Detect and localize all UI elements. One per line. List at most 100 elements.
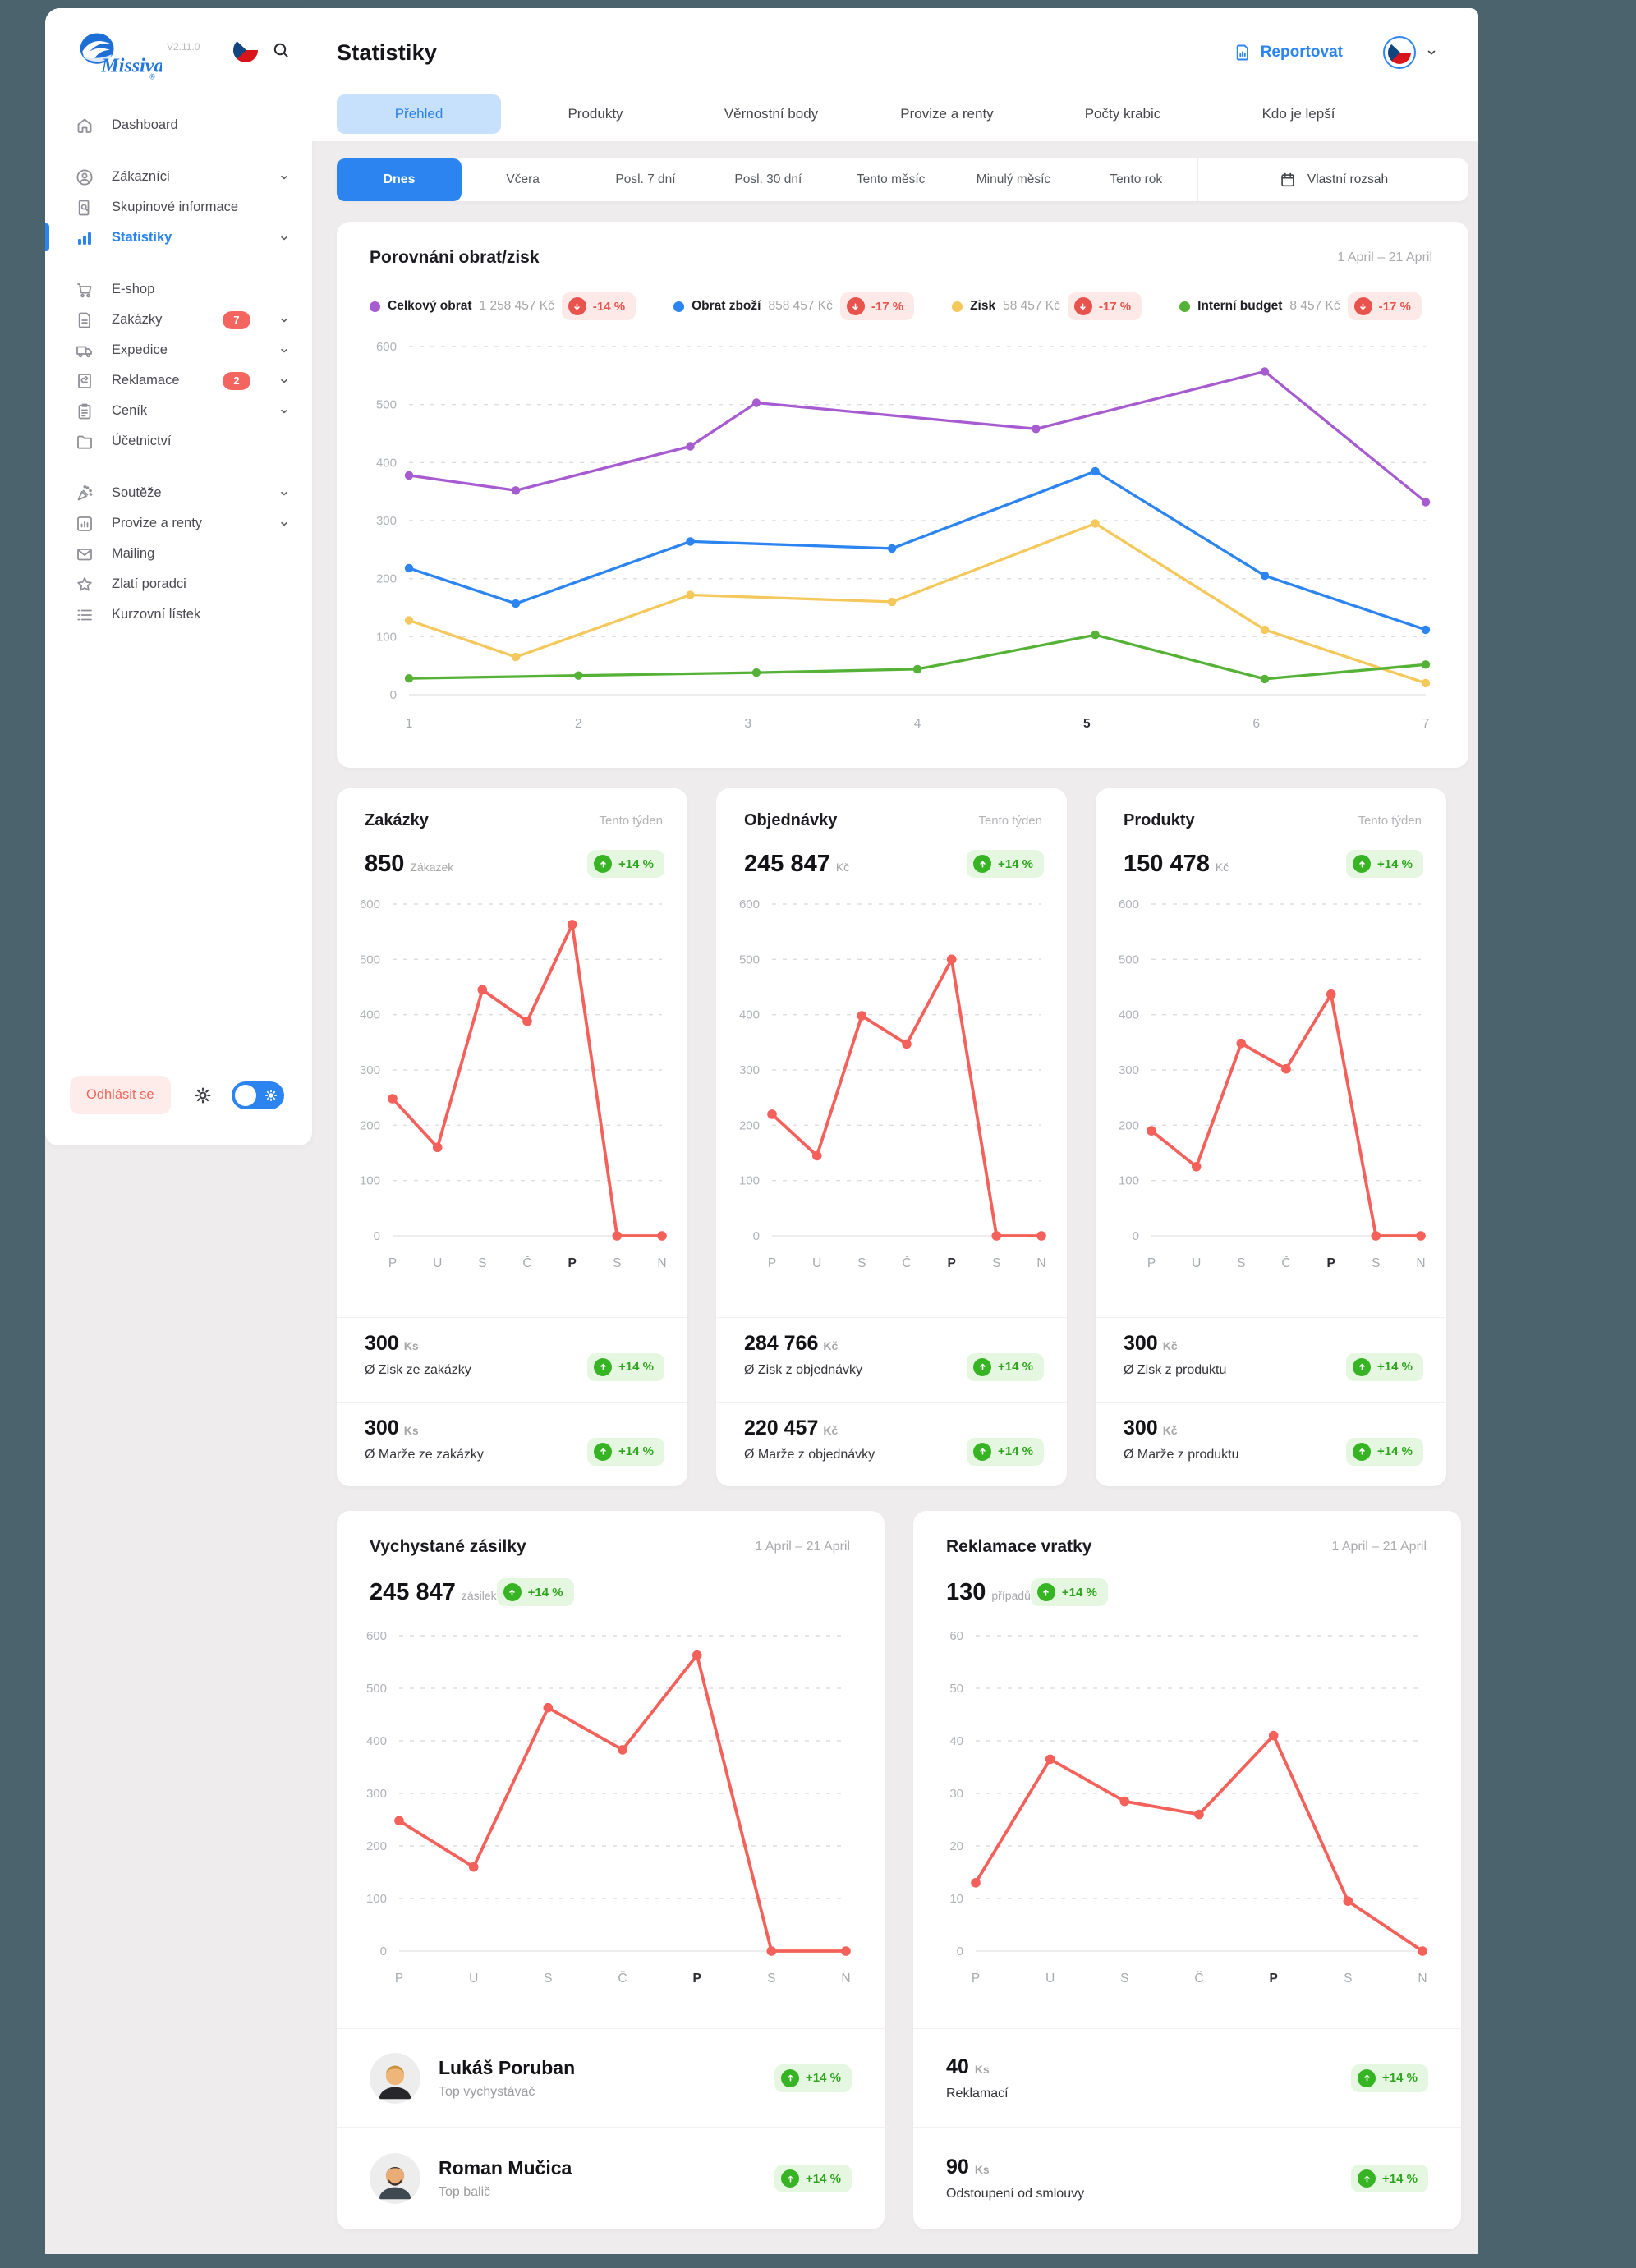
weekly-line-chart: 0 10 20 30 40 50 60 P U S Č P S N (949, 1629, 1427, 1986)
svg-text:10: 10 (949, 1892, 963, 1906)
arrow-up-icon (973, 855, 992, 873)
time-filter-custom-range[interactable]: Vlastní rozsah (1197, 158, 1468, 201)
main-area: Statistiky Reportovat Přehled Produk (312, 8, 1478, 2254)
sidebar-item-label: Reklamace (112, 373, 180, 388)
comparison-chart-card: Porovnáni obrat/zisk 1 April – 21 April … (337, 222, 1468, 768)
legend-value: 1 258 457 Kč (479, 299, 554, 313)
time-filter-vcera[interactable]: Včera (462, 158, 584, 201)
search-icon[interactable] (271, 40, 291, 60)
time-filter-minuly-mesic[interactable]: Minulý měsíc (952, 158, 1074, 201)
chevron-down-icon (278, 487, 291, 500)
tab-prehled[interactable]: Přehled (337, 94, 501, 134)
chart-box-icon (75, 514, 94, 534)
language-selector[interactable] (1378, 35, 1444, 70)
card-unit: případů (991, 1589, 1031, 1602)
page-header: Statistiky Reportovat Přehled Produk (312, 8, 1478, 141)
theme-toggle[interactable] (231, 1081, 284, 1109)
time-filter-posl-7-dni[interactable]: Posl. 7 dní (584, 158, 706, 201)
time-filter-posl-30-dni[interactable]: Posl. 30 dní (707, 158, 829, 201)
time-filter-tento-rok[interactable]: Tento rok (1075, 158, 1197, 201)
arrow-up-icon (594, 1357, 613, 1376)
chevron-down-icon (278, 232, 291, 245)
stat-unit: Ks (403, 1339, 419, 1352)
stat-left: 300 Ks Ø Zisk ze zakázky (365, 1332, 471, 1402)
stat-left: 300 Kč Ø Marže z produktu (1124, 1416, 1239, 1486)
svg-text:300: 300 (1119, 1063, 1139, 1077)
card-stat-row: 300 Ks Ø Zisk ze zakázky +14 % (337, 1317, 687, 1402)
svg-text:0: 0 (957, 1944, 963, 1958)
stat-value: 284 766 Kč (744, 1332, 839, 1355)
tab-kdo-je-lepsi[interactable]: Kdo je lepší (1211, 94, 1386, 134)
tab-provize-a-renty[interactable]: Provize a renty (859, 94, 1035, 134)
sidebar-item-ucetnictvi[interactable]: Účetnictví (75, 426, 291, 457)
svg-text:7: 7 (1422, 717, 1430, 731)
change-badge: +14 % (1346, 850, 1423, 878)
sidebar-item-label: Provize a renty (112, 516, 203, 530)
stat-unit: Kč (1162, 1339, 1178, 1352)
sidebar-item-reklamace[interactable]: Reklamace 2 (75, 365, 291, 396)
stat-unit: Ks (974, 2163, 990, 2176)
sidebar-item-zlati-poradci[interactable]: Zlatí poradci (75, 569, 291, 599)
svg-text:400: 400 (739, 1008, 760, 1022)
svg-text:60: 60 (949, 1629, 963, 1643)
arrow-up-icon (503, 1583, 522, 1601)
tab-produkty[interactable]: Produkty (508, 94, 683, 134)
mail-icon (75, 544, 94, 564)
sidebar-nav: Dashboard Zákazníci Skupinové informace Sta… (45, 110, 312, 630)
change-value: +14 % (1377, 1444, 1413, 1458)
sidebar-item-statistiky[interactable]: Statistiky (45, 223, 291, 253)
sidebar-item-e-shop[interactable]: E-shop (75, 274, 291, 305)
stat-value: 300 Ks (365, 1416, 419, 1439)
arrow-up-icon (973, 1442, 992, 1461)
truck-icon (75, 341, 94, 360)
weekly-line-chart: 0 100 200 300 400 500 600 P U S Č P S N (739, 898, 1046, 1270)
card-header: Objednávky Tento týden (716, 788, 1067, 830)
card-unit: Zákazek (410, 861, 454, 874)
svg-text:100: 100 (739, 1174, 760, 1188)
stat-unit: Kč (823, 1424, 839, 1437)
card-period: Tento týden (978, 814, 1042, 828)
tab-vernostni-body[interactable]: Věrnostní body (683, 94, 859, 134)
time-filter-bar: Dnes Včera Posl. 7 dní Posl. 30 dní Tento mě… (337, 158, 1468, 201)
notification-badge: 2 (223, 371, 250, 390)
card-period: Tento týden (1358, 814, 1422, 828)
arrow-down-icon (568, 297, 586, 315)
sidebar-item-label: Účetnictví (112, 434, 172, 448)
logout-button[interactable]: Odhlásit se (70, 1076, 171, 1114)
time-filter-tento-mesic[interactable]: Tento měsíc (829, 158, 952, 201)
change-value: +14 % (806, 2171, 841, 2186)
sidebar-item-provize-a-renty[interactable]: Provize a renty (75, 508, 291, 539)
card-header: Vychystané zásilky 1 April – 21 April (337, 1511, 885, 1557)
svg-text:P: P (947, 1256, 955, 1270)
change-value: +14 % (1377, 856, 1413, 871)
sidebar-item-souteze[interactable]: Soutěže (75, 478, 291, 508)
sidebar-item-label: Zlatí poradci (112, 576, 186, 591)
svg-text:600: 600 (739, 898, 760, 911)
stat-card-zakazky: Zakázky Tento týden 850 Zákazek +14 % 0 100 200… (337, 788, 687, 1486)
sidebar-item-kurzovni-listek[interactable]: Kurzovní lístek (75, 599, 291, 630)
change-value: -17 % (1098, 299, 1132, 314)
sidebar-item-skupinove-informace[interactable]: Skupinové informace (75, 192, 291, 223)
change-value: +14 % (998, 1444, 1033, 1458)
sidebar-item-zakaznici[interactable]: Zákazníci (75, 162, 291, 192)
sidebar-item-dashboard[interactable]: Dashboard (75, 110, 291, 140)
person-info: Roman Mučica Top balič (439, 2157, 572, 2200)
sidebar: Missiva ® V2.11.0 Dashboard Zákazníci Skup… (45, 8, 312, 1145)
time-filter-dnes[interactable]: Dnes (337, 158, 462, 201)
sidebar-item-expedice[interactable]: Expedice (75, 335, 291, 365)
sidebar-item-label: Skupinové informace (112, 200, 239, 214)
sidebar-item-zakazky[interactable]: Zakázky 7 (75, 305, 291, 335)
sidebar-item-label: Zákazníci (112, 169, 170, 184)
report-button[interactable]: Reportovat (1228, 42, 1348, 63)
svg-text:40: 40 (949, 1734, 963, 1748)
sidebar-item-cenik[interactable]: Ceník (75, 396, 291, 426)
stat-unit: Ks (974, 2062, 990, 2076)
gear-icon[interactable] (192, 1085, 214, 1106)
tab-pocty-krabic[interactable]: Počty krabic (1035, 94, 1211, 134)
card-stat-row: 284 766 Kč Ø Zisk z objednávky +14 % (716, 1317, 1067, 1402)
sidebar-item-mailing[interactable]: Mailing (75, 539, 291, 569)
czech-flag-icon[interactable] (233, 38, 258, 62)
svg-text:20: 20 (949, 1839, 963, 1853)
legend-value: 8 457 Kč (1289, 299, 1340, 313)
change-value: +14 % (998, 1360, 1033, 1374)
